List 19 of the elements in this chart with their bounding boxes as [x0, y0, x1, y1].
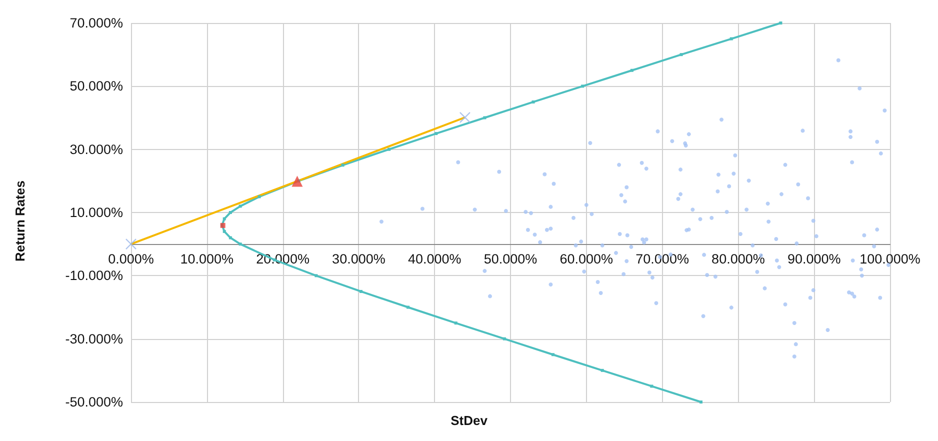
y-tick-label: 10.000%: [70, 205, 123, 220]
x-tick-label: 50.000%: [484, 252, 538, 267]
x-tick-label: 70.000%: [636, 252, 689, 267]
y-tick-label: -10.000%: [65, 268, 123, 284]
x-tick-label: 100.000%: [860, 252, 920, 267]
x-tick-label: 80.000%: [712, 252, 765, 267]
x-tick-label: 60.000%: [560, 252, 614, 267]
x-tick-label: 10.000%: [180, 252, 234, 267]
x-tick-label: 90.000%: [787, 252, 841, 267]
x-tick-label: 30.000%: [332, 252, 386, 267]
x-axis-title: StDev: [450, 413, 488, 428]
y-axis-title: Return Rates: [12, 180, 28, 262]
y-tick-label: -30.000%: [65, 331, 123, 346]
y-tick-label: -50.000%: [65, 394, 123, 410]
y-tick-label: 70.000%: [70, 16, 123, 30]
y-tick-label: 50.000%: [70, 78, 123, 94]
x-tick-label: 0.000%: [108, 252, 154, 267]
y-tick-label: 30.000%: [70, 142, 123, 157]
x-tick-label: 40.000%: [408, 252, 462, 267]
